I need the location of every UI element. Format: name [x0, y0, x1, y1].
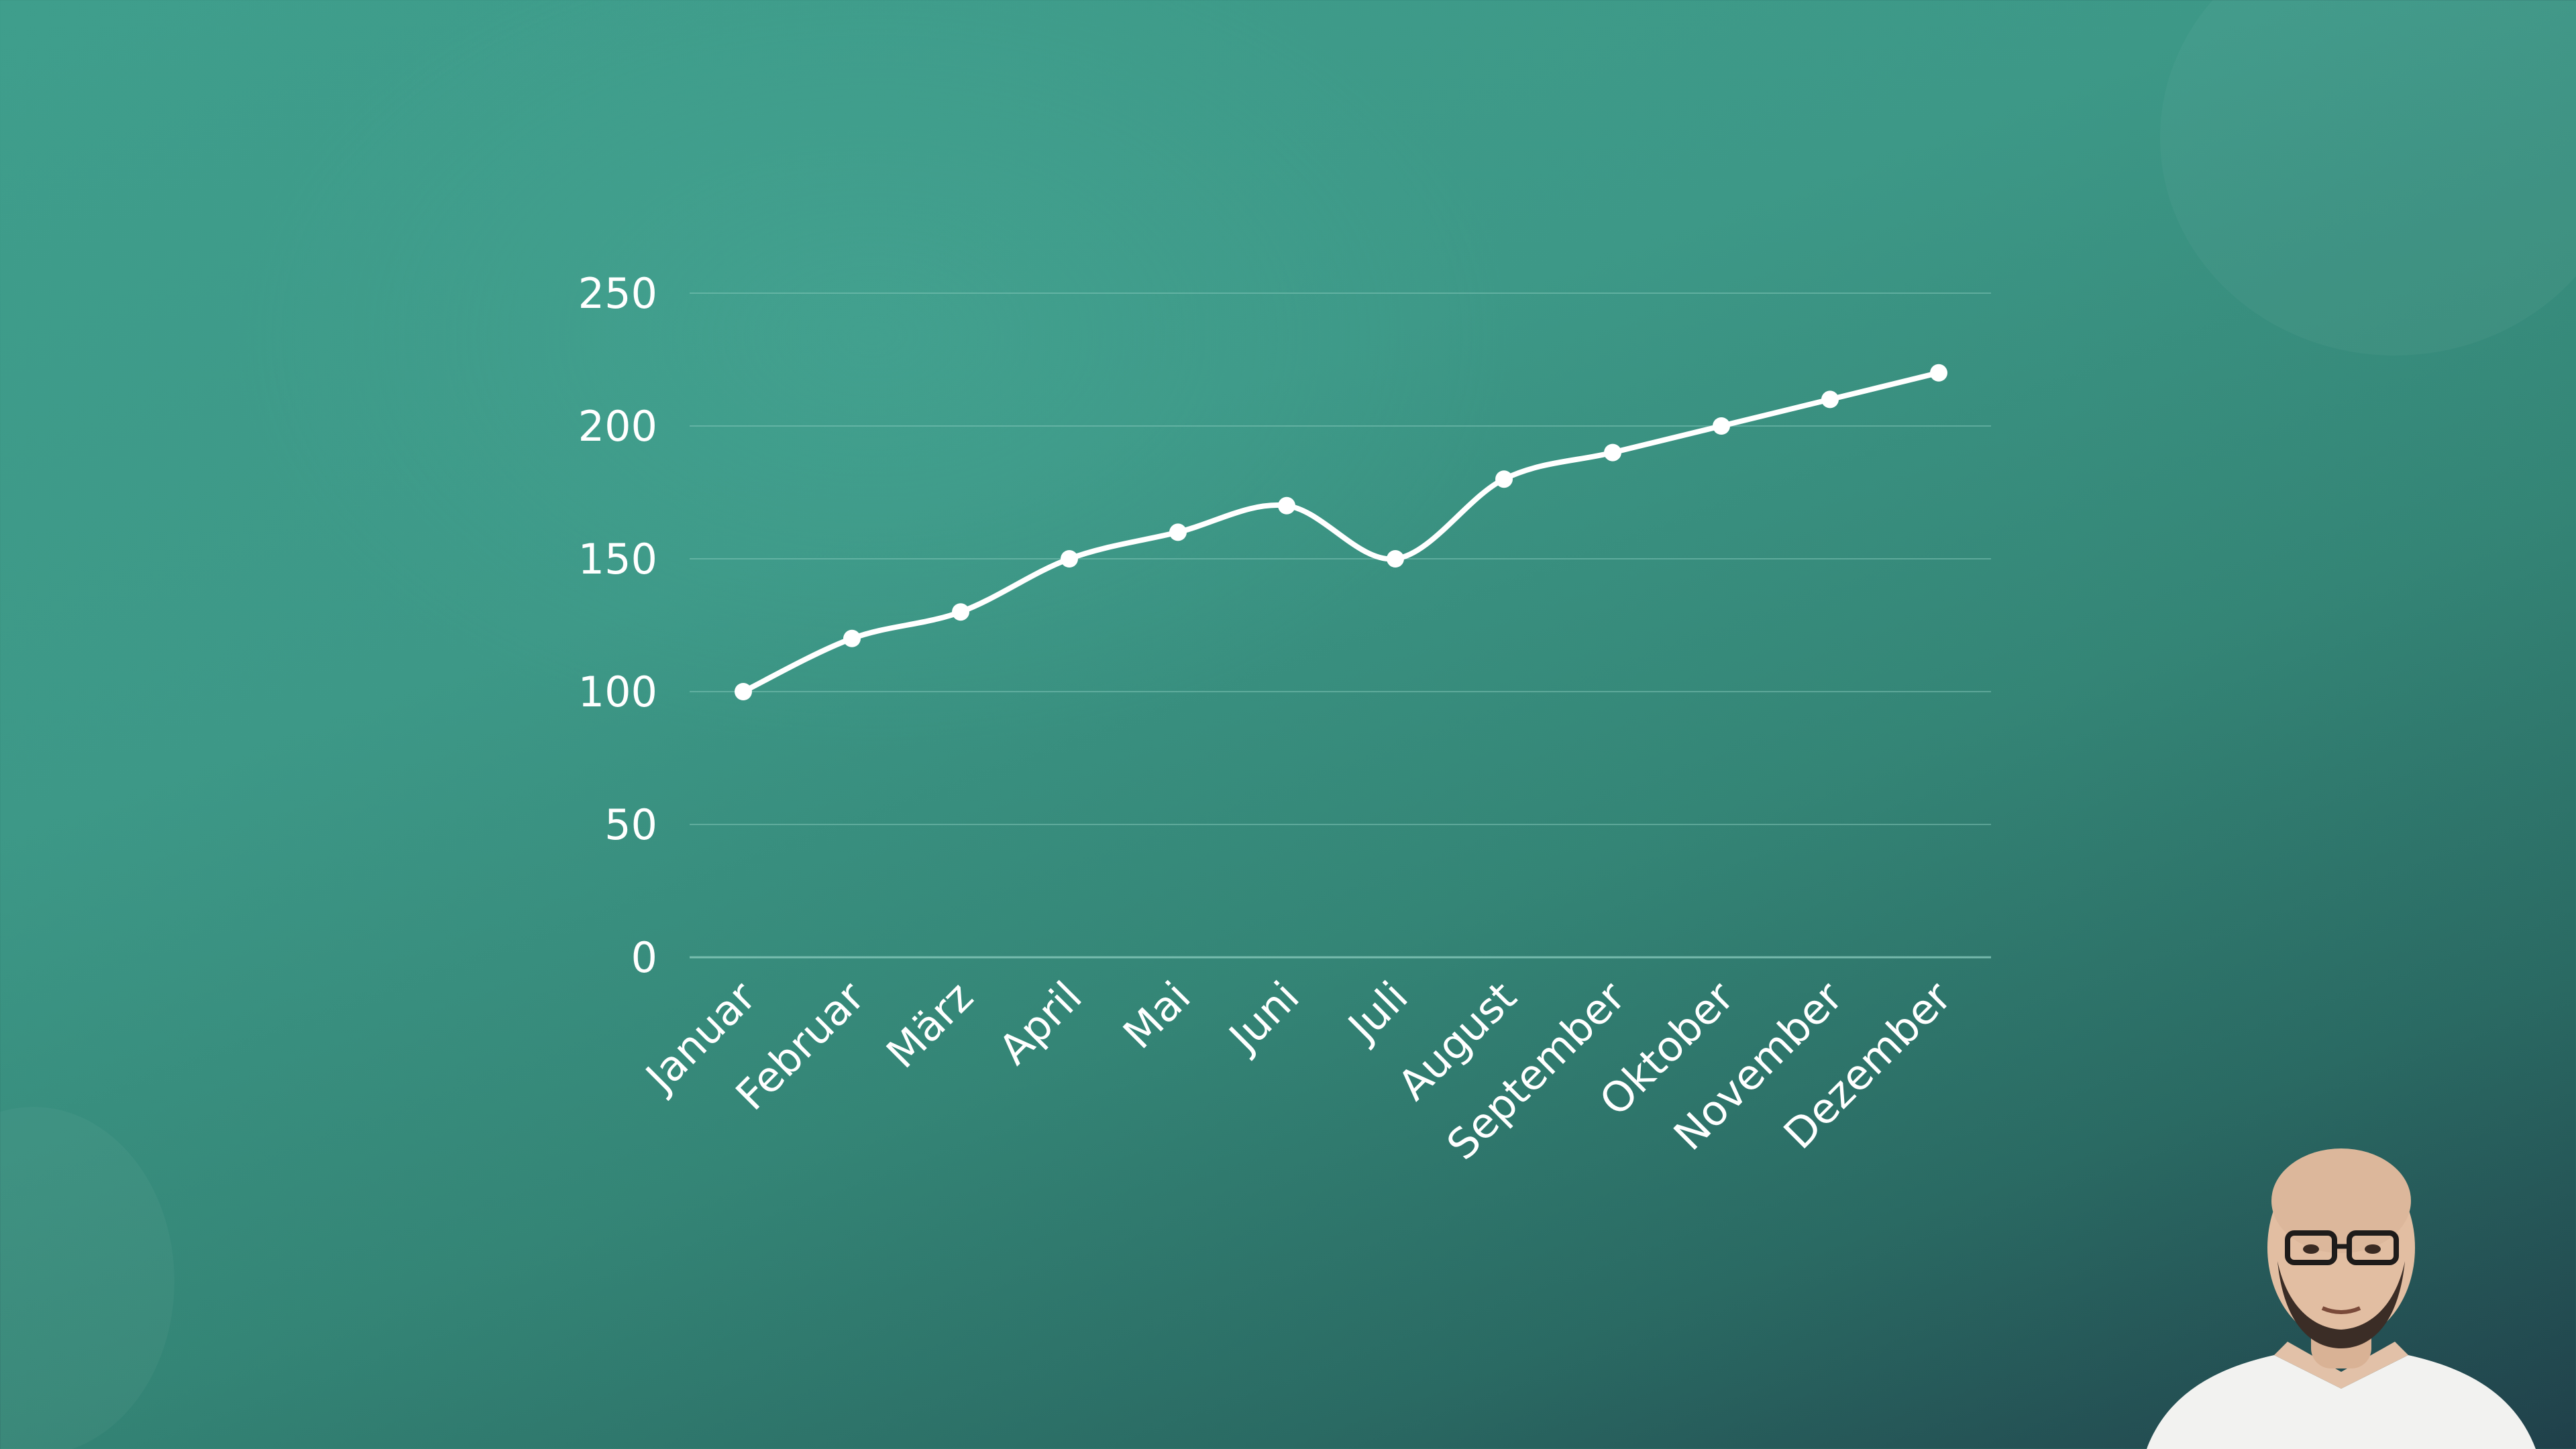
chart-markers — [735, 364, 1947, 700]
y-tick-label: 100 — [578, 667, 657, 716]
x-tick-label: Juni — [1218, 972, 1308, 1063]
y-axis-tick-labels: 0 50 100 150 200 250 — [578, 269, 657, 982]
presenter-webcam — [2147, 1148, 2536, 1449]
data-point-september — [1604, 443, 1621, 462]
y-tick-label: 150 — [578, 535, 657, 584]
presenter-shirt — [2147, 1355, 2536, 1449]
data-point-mai — [1169, 523, 1187, 541]
y-tick-label: 50 — [604, 800, 657, 849]
data-point-märz — [952, 603, 969, 621]
series-line — [741, 370, 1941, 694]
data-point-august — [1495, 470, 1513, 488]
data-point-juli — [1387, 550, 1404, 568]
x-tick-label: Juli — [1337, 972, 1417, 1053]
x-tick-label: März — [877, 972, 982, 1077]
data-point-oktober — [1713, 417, 1730, 435]
y-tick-label: 250 — [578, 269, 657, 318]
data-point-dezember — [1930, 364, 1947, 382]
x-tick-label: April — [989, 972, 1091, 1074]
chart-series — [741, 370, 1941, 694]
data-point-april — [1061, 550, 1078, 568]
data-point-februar — [843, 629, 861, 647]
chart-gridlines — [690, 292, 1991, 959]
y-tick-label: 200 — [578, 402, 657, 451]
data-point-januar — [735, 683, 752, 700]
y-tick-label: 0 — [631, 933, 657, 982]
data-point-november — [1821, 390, 1839, 409]
x-tick-label: Mai — [1114, 972, 1199, 1058]
data-point-juni — [1278, 496, 1295, 515]
